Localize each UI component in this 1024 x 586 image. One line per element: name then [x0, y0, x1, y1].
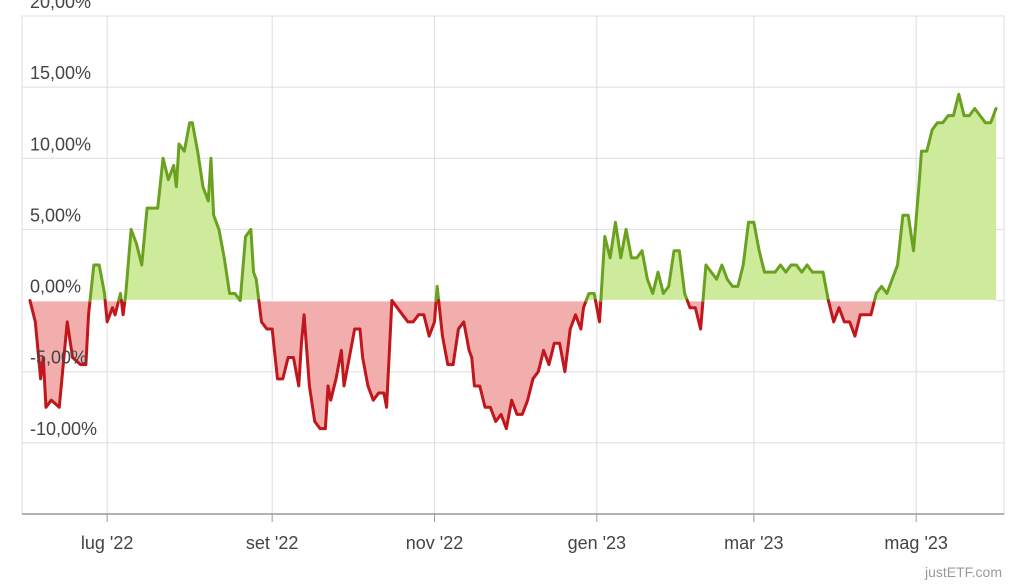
positive-line [123, 121, 261, 303]
x-tick-label: lug '22 [81, 533, 133, 553]
negative-line [594, 299, 603, 324]
negative-area [438, 300, 587, 429]
y-axis: 20,00% 15,00% 10,00% 5,00% 0,00% -5,00% -10,00… [30, 0, 97, 439]
x-tick-label: nov '22 [406, 533, 463, 553]
negative-line [257, 299, 394, 431]
x-axis: lug '22 set '22 nov '22 gen '23 mar '23 mag '… [22, 513, 1004, 553]
negative-line [103, 299, 121, 324]
negative-line [826, 299, 876, 338]
positive-line [599, 220, 689, 303]
x-tick-label: mag '23 [884, 533, 947, 553]
positive-line [872, 92, 998, 303]
positive-line [88, 263, 107, 303]
y-tick-label: 5,00% [30, 205, 81, 225]
positive-area [600, 222, 688, 301]
positive-area [124, 122, 259, 301]
y-tick-label: 15,00% [30, 63, 91, 83]
negative-area [258, 300, 392, 429]
area-fills [22, 94, 997, 429]
y-tick-label: 20,00% [30, 0, 91, 12]
positive-line [117, 291, 123, 303]
performance-lines [28, 92, 998, 431]
y-tick-label: -10,00% [30, 419, 97, 439]
negative-line [28, 299, 92, 409]
positive-line [584, 291, 597, 303]
x-tick-label: gen '23 [568, 533, 627, 553]
negative-line [390, 299, 438, 338]
positive-area [874, 94, 997, 301]
y-tick-label: 0,00% [30, 277, 81, 297]
y-tick-label: -5,00% [30, 348, 87, 368]
positive-area [702, 222, 829, 301]
x-tick-label: mar '23 [724, 533, 783, 553]
y-tick-label: 10,00% [30, 134, 91, 154]
source-credit: justETF.com [924, 564, 1002, 580]
x-tick-label: set '22 [246, 533, 298, 553]
negative-line [437, 299, 588, 431]
positive-line [434, 284, 441, 303]
negative-line [685, 299, 705, 331]
negative-line [119, 299, 127, 317]
positive-line [701, 220, 830, 303]
